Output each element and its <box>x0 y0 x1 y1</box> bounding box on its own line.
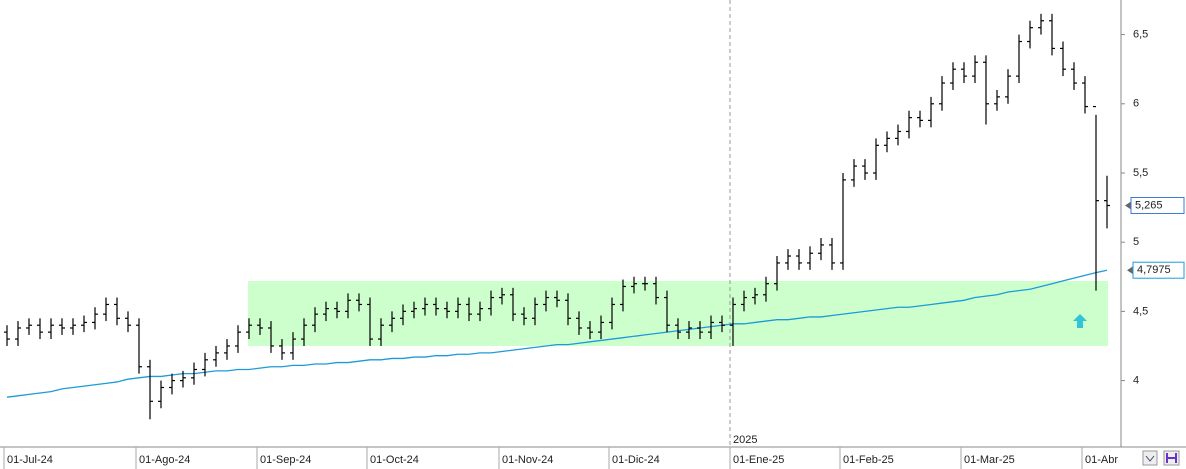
y-tick-label: 4,5 <box>1133 305 1148 317</box>
x-tick-label: 01-Mar-25 <box>964 454 1015 466</box>
zoom-button[interactable] <box>1142 450 1158 466</box>
x-tick-label: 01-Abr <box>1085 454 1118 466</box>
x-tick-label: 01-Sep-24 <box>260 454 311 466</box>
plot-layer <box>4 0 1110 447</box>
last-price-box <box>1130 197 1185 215</box>
moving-average-line <box>6 269 1108 398</box>
zoom-icon <box>1145 455 1155 462</box>
y-tick-label: 4 <box>1133 374 1139 386</box>
signal-arrow <box>1073 314 1087 328</box>
y-tick-label: 5,5 <box>1133 167 1148 179</box>
last-price-pointer <box>1125 201 1131 210</box>
y-tick-label: 6,5 <box>1133 29 1148 41</box>
x-tick-label: 01-Jul-24 <box>7 454 53 466</box>
x-tick-label: 01-Ene-25 <box>733 454 784 466</box>
overlay-last-box <box>1132 261 1185 279</box>
overlay-last-label: 4,7975 <box>1137 264 1171 276</box>
save-icon <box>1166 453 1177 463</box>
x-tick-label: 01-Nov-24 <box>502 454 553 466</box>
year-label: 2025 <box>733 434 757 446</box>
x-tick-label: 01-Dic-24 <box>612 454 660 466</box>
y-tick-label: 5 <box>1133 236 1139 248</box>
y-tick-label: 6 <box>1133 98 1139 110</box>
x-tick-label: 01-Ago-24 <box>139 454 190 466</box>
overlay-last-pointer <box>1127 266 1133 275</box>
x-tick-label: 01-Oct-24 <box>370 454 419 466</box>
x-tick-label: 01-Feb-25 <box>843 454 894 466</box>
last-price-label: 5,265 <box>1135 199 1163 211</box>
